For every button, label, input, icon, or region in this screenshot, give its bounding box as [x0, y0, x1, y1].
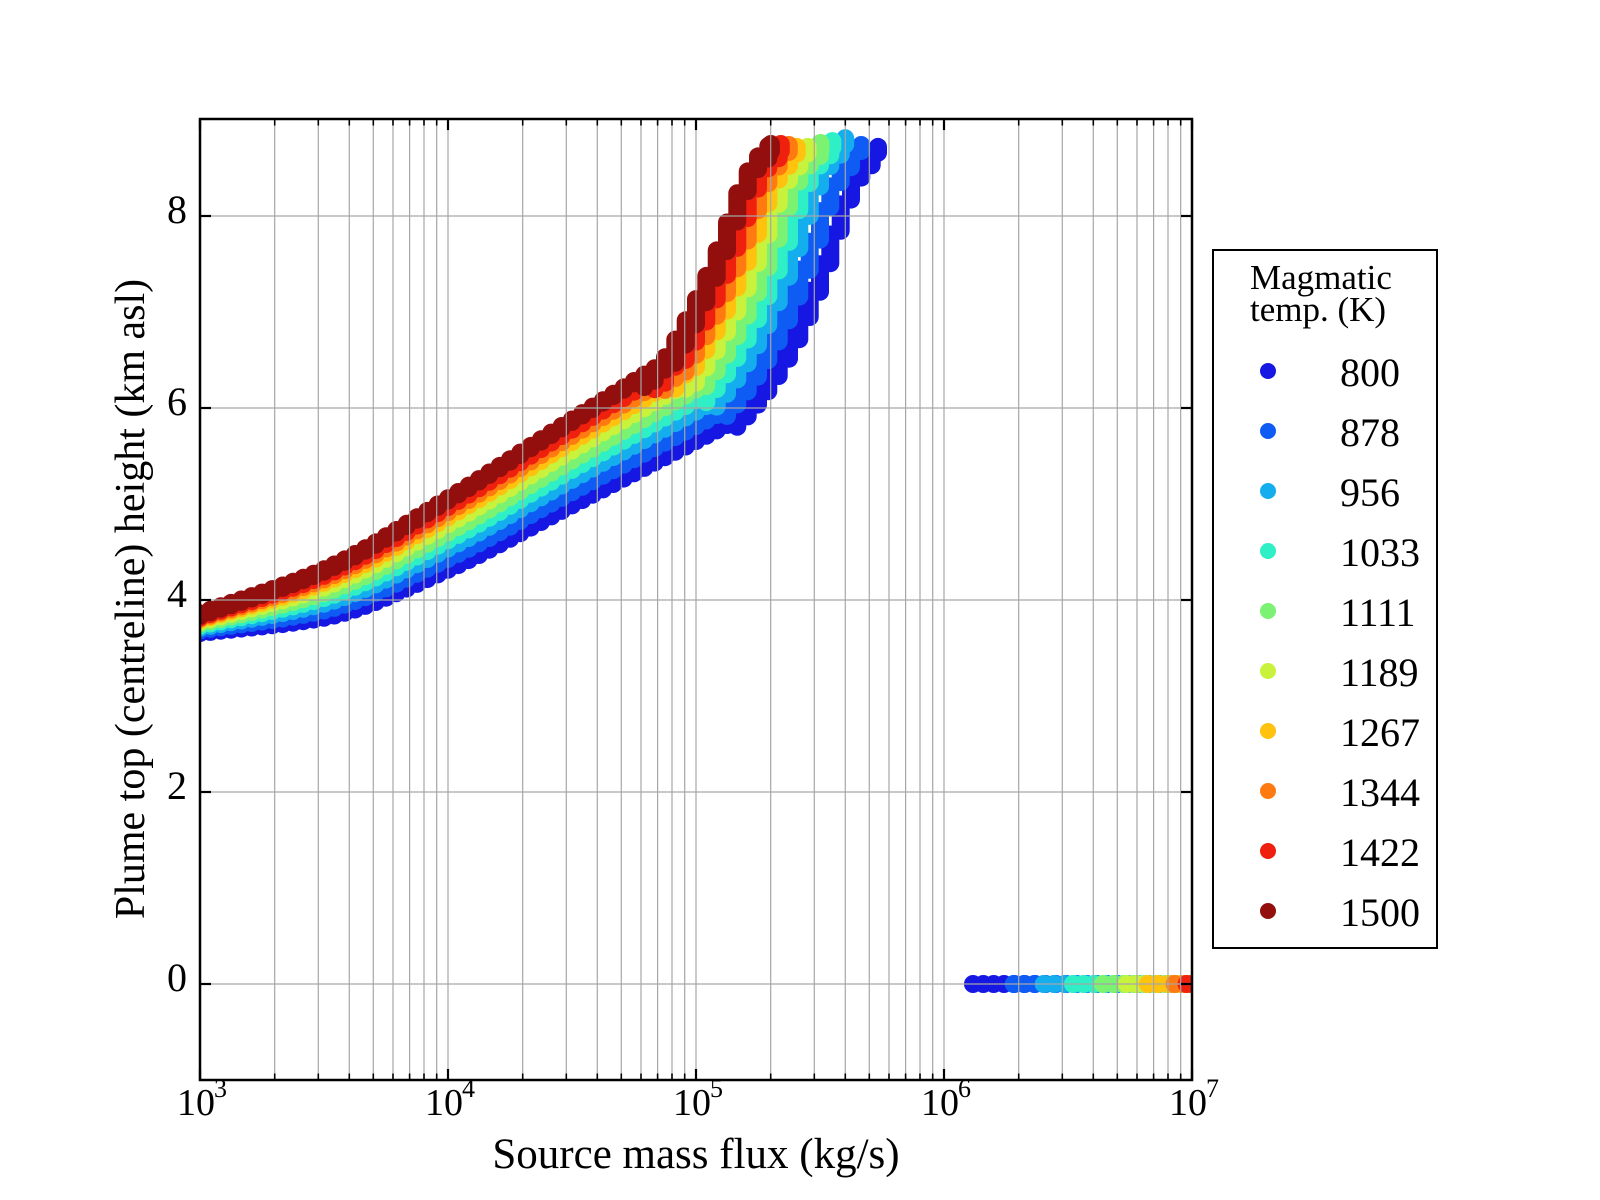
svg-text:2: 2 — [167, 763, 187, 808]
svg-text:6: 6 — [958, 1074, 971, 1103]
svg-text:3: 3 — [214, 1074, 227, 1103]
svg-text:temp. (K): temp. (K) — [1250, 290, 1386, 329]
svg-text:1189: 1189 — [1340, 650, 1419, 695]
svg-text:878: 878 — [1340, 410, 1400, 455]
svg-text:10: 10 — [673, 1082, 711, 1124]
svg-text:4: 4 — [462, 1074, 475, 1103]
svg-text:Magmatic: Magmatic — [1250, 258, 1392, 297]
svg-text:7: 7 — [1206, 1074, 1219, 1103]
svg-text:10: 10 — [1169, 1082, 1207, 1124]
svg-text:4: 4 — [167, 571, 187, 616]
svg-text:8: 8 — [167, 187, 187, 232]
svg-text:1267: 1267 — [1340, 710, 1420, 755]
svg-text:1111: 1111 — [1340, 590, 1416, 635]
svg-text:1422: 1422 — [1340, 830, 1420, 875]
svg-text:6: 6 — [167, 379, 187, 424]
svg-text:0: 0 — [167, 955, 187, 1000]
svg-text:Plume top (centreline) height: Plume top (centreline) height (km asl) — [108, 279, 154, 919]
svg-text:10: 10 — [177, 1082, 215, 1124]
svg-text:Source mass flux (kg/s): Source mass flux (kg/s) — [492, 1131, 899, 1178]
svg-text:5: 5 — [710, 1074, 723, 1103]
svg-text:800: 800 — [1340, 350, 1400, 395]
svg-text:1500: 1500 — [1340, 890, 1420, 935]
svg-text:1033: 1033 — [1340, 530, 1420, 575]
svg-text:10: 10 — [425, 1082, 463, 1124]
svg-text:956: 956 — [1340, 470, 1400, 515]
svg-text:10: 10 — [921, 1082, 959, 1124]
svg-text:1344: 1344 — [1340, 770, 1420, 815]
